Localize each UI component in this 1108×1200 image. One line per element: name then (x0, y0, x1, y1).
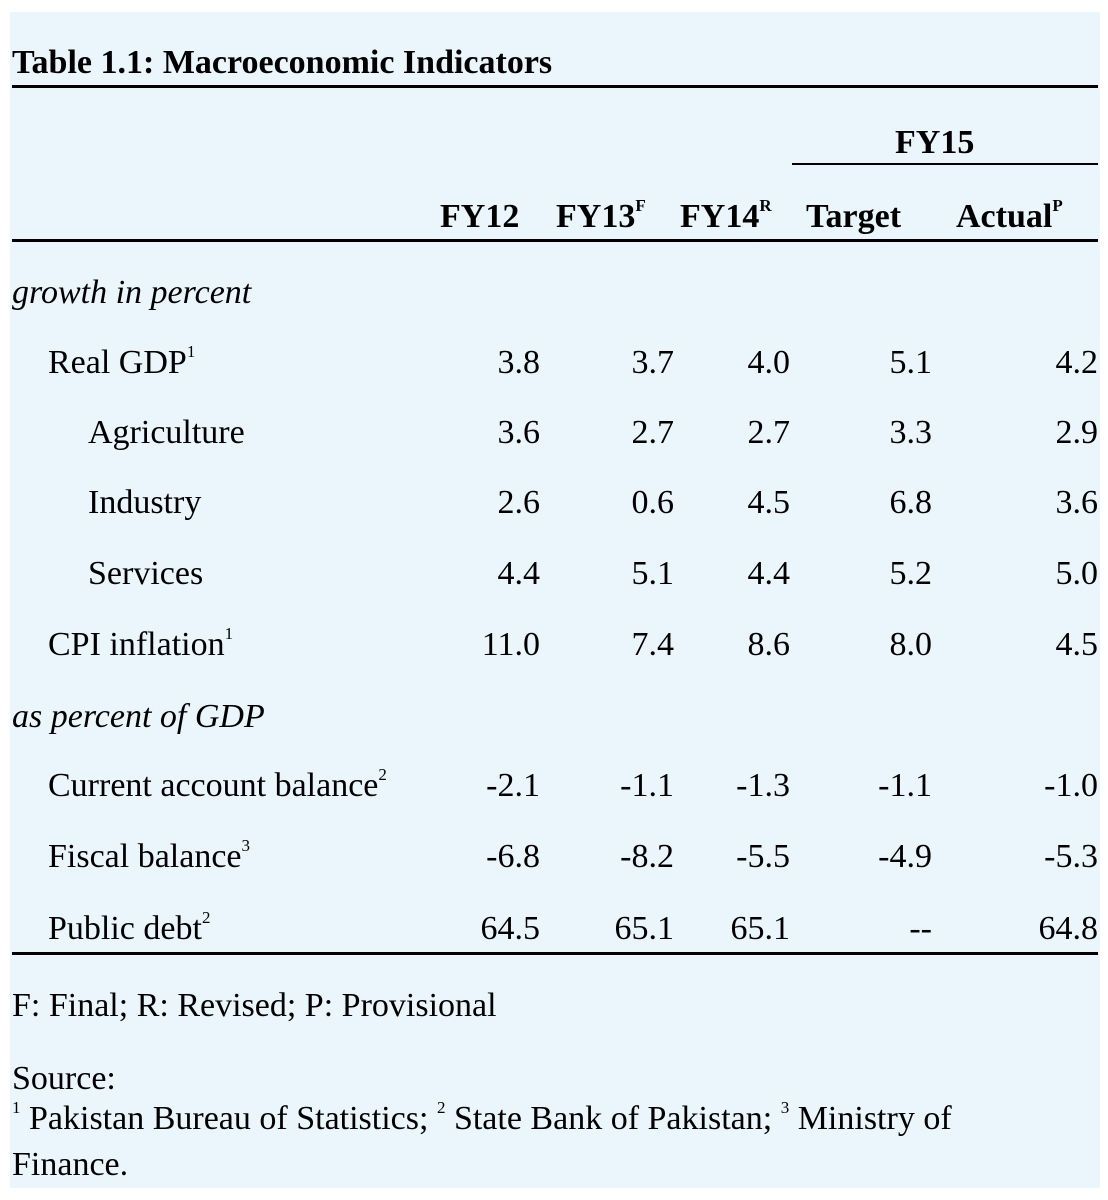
row-label-public-debt: Public debt2 (48, 908, 211, 947)
source-tail: Finance. (12, 1146, 129, 1183)
cell: 3.6 (497, 414, 541, 451)
cell: 11.0 (481, 626, 540, 663)
cell: -1.0 (1044, 767, 1098, 804)
column-header-fy13: FY13F (556, 196, 646, 235)
row-label-fiscal-balance: Fiscal balance3 (48, 836, 251, 875)
cell: 3.6 (1055, 484, 1099, 521)
section-percent-of-gdp: as percent of GDP (12, 698, 265, 735)
group-header-fy15: FY15 (895, 124, 975, 161)
row-label-current-account-balance: Current account balance2 (48, 765, 387, 804)
cell: -1.1 (878, 767, 932, 804)
cell: 2.6 (497, 484, 541, 521)
header-rule (12, 239, 1098, 242)
cell: 4.4 (747, 555, 791, 592)
cell: 4.2 (1055, 344, 1099, 381)
cell: -- (909, 910, 932, 947)
legend-note: F: Final; R: Revised; P: Provisional (12, 987, 497, 1024)
table-title: Table 1.1: Macroeconomic Indicators (12, 44, 553, 81)
cell: 65.1 (730, 910, 791, 947)
cell: -5.5 (736, 838, 790, 875)
cell: -4.9 (878, 838, 932, 875)
bottom-rule (12, 952, 1098, 955)
cell: 5.1 (631, 555, 675, 592)
cell: 64.8 (1038, 910, 1099, 947)
cell: -1.3 (736, 767, 790, 804)
cell: 2.9 (1055, 414, 1099, 451)
row-label-industry: Industry (88, 484, 202, 521)
cell: 5.0 (1055, 555, 1099, 592)
column-header-fy12: FY12 (440, 198, 520, 235)
cell: 4.5 (1055, 626, 1099, 663)
cell: 4.5 (747, 484, 791, 521)
row-label-cpi-inflation: CPI inflation1 (48, 624, 234, 663)
source-label: Source: (12, 1060, 116, 1097)
cell: 3.3 (889, 414, 933, 451)
section-growth-in-percent: growth in percent (12, 274, 252, 311)
cell: -2.1 (486, 767, 540, 804)
group-header-underline (792, 163, 1098, 165)
cell: 5.2 (889, 555, 933, 592)
cell: 6.8 (889, 484, 933, 521)
cell: -5.3 (1044, 838, 1098, 875)
column-header-fy14: FY14R (680, 196, 772, 235)
cell: 8.0 (889, 626, 933, 663)
cell: 64.5 (480, 910, 541, 947)
cell: 2.7 (747, 414, 791, 451)
cell: 3.8 (497, 344, 541, 381)
cell: 4.0 (747, 344, 791, 381)
cell: 3.7 (631, 344, 675, 381)
row-label-services: Services (88, 555, 204, 592)
cell: 8.6 (747, 626, 791, 663)
source-list: 1 Pakistan Bureau of Statistics; 2 State… (12, 1098, 952, 1137)
cell: 5.1 (889, 344, 933, 381)
cell: 7.4 (631, 626, 675, 663)
cell: -8.2 (620, 838, 674, 875)
cell: -6.8 (486, 838, 540, 875)
cell: 2.7 (631, 414, 675, 451)
table-panel (10, 12, 1100, 1188)
cell: 4.4 (497, 555, 541, 592)
row-label-agriculture: Agriculture (88, 414, 245, 451)
cell: 65.1 (614, 910, 675, 947)
row-label-real-gdp: Real GDP1 (48, 342, 196, 381)
cell: -1.1 (620, 767, 674, 804)
cell: 0.6 (631, 484, 675, 521)
top-rule (12, 85, 1098, 88)
column-header-actual: ActualP (956, 196, 1063, 235)
column-header-target: Target (806, 198, 902, 235)
